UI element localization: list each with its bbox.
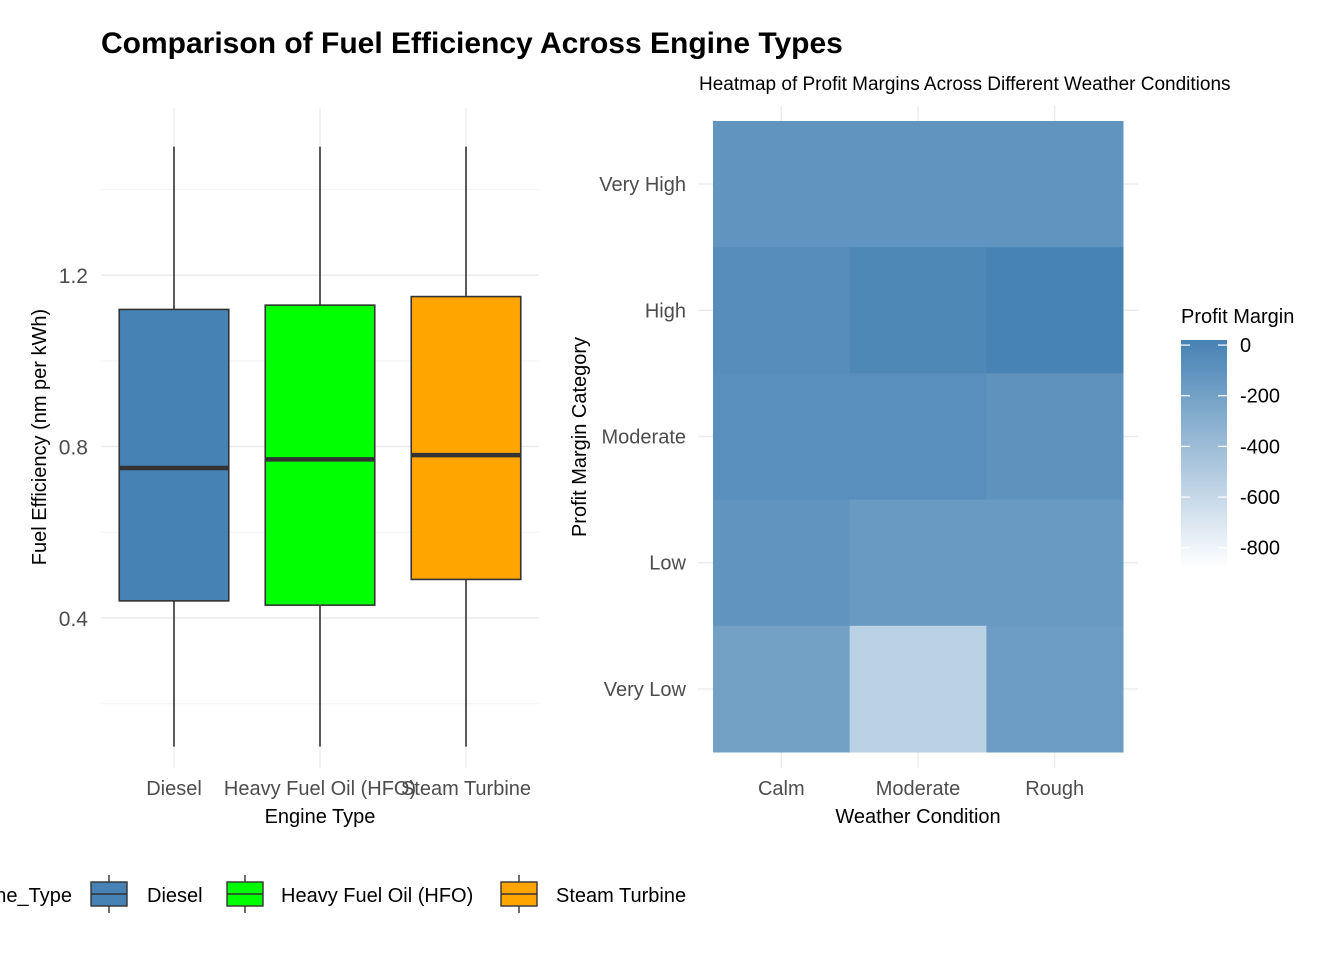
legend-label: Steam Turbine: [556, 885, 686, 907]
heatmap-x-axis-title: Weather Condition: [835, 806, 1000, 828]
heatmap-y-tick-label: Very High: [599, 174, 686, 196]
heatmap-y-tick-label: Very Low: [604, 679, 687, 701]
heatmap-cell: [986, 121, 1124, 248]
box-2: [410, 146, 522, 747]
boxplot-x-tick-label: Steam Turbine: [401, 778, 531, 800]
legend-entry-1: Heavy Fuel Oil (HFO): [226, 875, 473, 913]
heatmap-x-tick-label: Calm: [758, 778, 805, 800]
boxplot-x-axis-title: Engine Type: [265, 806, 376, 828]
heatmap-cell: [713, 247, 851, 374]
heatmap-panel: Heatmap of Profit Margins Across Differe…: [569, 74, 1231, 828]
box-1: [264, 146, 376, 747]
boxplot-x-tick-label: Heavy Fuel Oil (HFO): [224, 778, 416, 800]
heatmap-x-tick-label: Moderate: [876, 778, 961, 800]
heatmap-cell: [849, 247, 987, 374]
heatmap-cell: [849, 373, 987, 501]
engine-type-legend-title: Engine_Type: [0, 885, 72, 907]
legend-entry-0: Diesel: [90, 875, 203, 913]
box-0: [118, 146, 230, 747]
heatmap-cell: [849, 625, 987, 753]
engine-type-legend: Engine_Type Diesel Heavy Fuel Oil (HFO) St…: [0, 875, 686, 913]
box-body: [410, 295, 522, 581]
colorbar-tick-label: -400: [1240, 436, 1280, 458]
colorbar-tick-label: 0: [1240, 335, 1251, 357]
boxplot-y-tick-label: 1.2: [59, 265, 88, 288]
heatmap-cell: [849, 499, 987, 627]
boxplot-panel: 0.4 0.8 1.2 Diesel Heavy Fuel Oil (HFO)Stea…: [29, 108, 539, 828]
boxplot-y-tick-label: 0.8: [59, 437, 88, 460]
legend-label: Diesel: [147, 885, 203, 907]
heatmap-y-tick-label: Moderate: [602, 427, 687, 449]
heatmap-cell: [849, 121, 987, 248]
legend-entry-2: Steam Turbine: [500, 875, 686, 913]
boxplot-x-ticks: Diesel Heavy Fuel Oil (HFO)Steam Turbine: [146, 778, 531, 800]
heatmap-cell: [713, 373, 851, 501]
colorbar-tick-label: -200: [1240, 386, 1280, 408]
heatmap-x-ticks: Calm Moderate Rough: [758, 778, 1084, 800]
heatmap-cell: [713, 625, 851, 753]
legend-label: Heavy Fuel Oil (HFO): [281, 885, 473, 907]
heatmap-y-tick-label: Low: [649, 553, 686, 575]
heatmap-cells: [713, 121, 1124, 753]
boxplot-y-axis-title: Fuel Efficiency (nm per kWh): [29, 309, 51, 565]
heatmap-title: Heatmap of Profit Margins Across Differe…: [699, 74, 1231, 95]
boxplot-y-ticks: 0.4 0.8 1.2: [59, 265, 89, 631]
heatmap-y-ticks: Very High High Moderate Low Very Low: [599, 174, 686, 701]
boxplot-x-tick-label: Diesel: [146, 778, 202, 800]
colorbar-legend: Profit Margin 0 -200 -400 -600 -800: [1181, 306, 1294, 568]
colorbar: [1181, 340, 1227, 568]
main-title: Comparison of Fuel Efficiency Across Eng…: [101, 27, 843, 60]
heatmap-cell: [713, 121, 851, 248]
heatmap-cell: [986, 499, 1124, 627]
heatmap-cell: [986, 373, 1124, 501]
heatmap-cell: [713, 499, 851, 627]
boxplot-y-tick-label: 0.4: [59, 608, 89, 631]
colorbar-tick-label: -800: [1240, 538, 1280, 560]
colorbar-ticks: 0 -200 -400 -600 -800: [1181, 335, 1280, 560]
heatmap-y-tick-label: High: [645, 300, 686, 322]
box-body: [264, 304, 376, 606]
colorbar-tick-label: -600: [1240, 487, 1280, 509]
heatmap-x-tick-label: Rough: [1025, 778, 1084, 800]
colorbar-title: Profit Margin: [1181, 306, 1294, 328]
boxplot-boxes: [118, 146, 522, 747]
heatmap-cell: [986, 247, 1124, 374]
box-body: [118, 308, 230, 602]
heatmap-y-axis-title: Profit Margin Category: [569, 337, 591, 537]
heatmap-cell: [986, 625, 1124, 753]
